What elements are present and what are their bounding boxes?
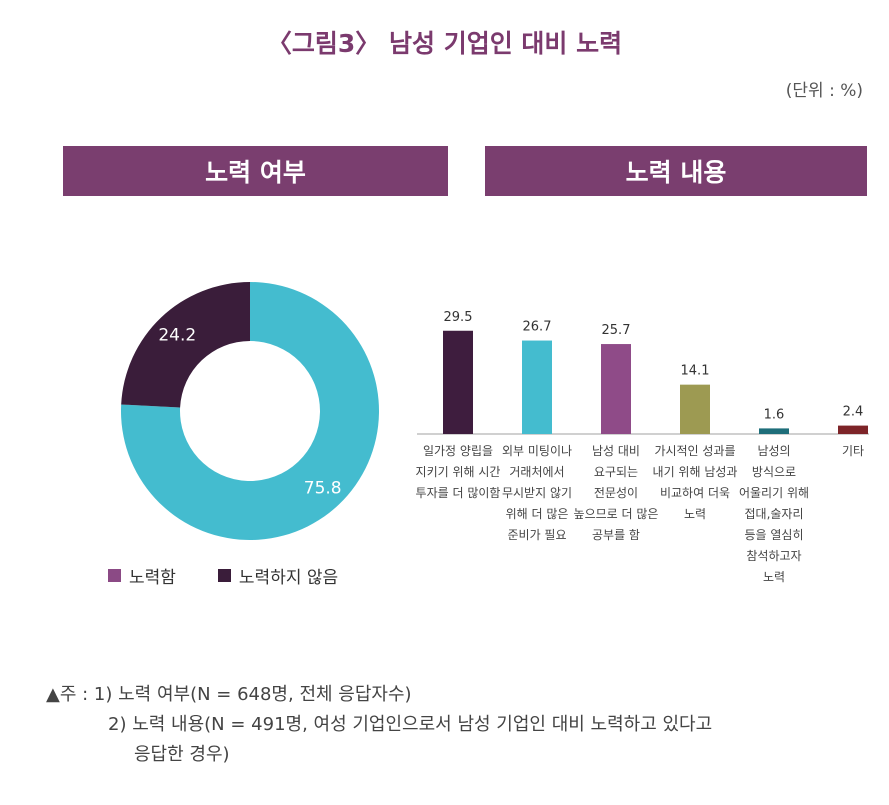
bar-value-5: 2.4 bbox=[843, 405, 864, 420]
legend-label-yes: 노력함 bbox=[129, 568, 176, 588]
chart-title: 〈그림3〉 남성 기업인 대비 노력 bbox=[266, 29, 623, 58]
legend-item-yes: 노력함 bbox=[108, 563, 176, 588]
bar-value-0: 29.5 bbox=[444, 310, 473, 325]
panel-header-effort-status: 노력 여부 bbox=[63, 146, 448, 196]
bar-value-3: 14.1 bbox=[681, 364, 710, 379]
unit-label: (단위 : %) bbox=[785, 81, 863, 101]
bar-category-1: 외부 미팅이나 거래처에서 무시받지 않기 위해 더 많은 준비가 필요 bbox=[501, 444, 573, 542]
bar-category-4: 남성의 방식으로 어울리기 위해 접대,술자리 등을 열심히 참석하고자 노력 bbox=[738, 444, 810, 584]
footnotes: ▲주 : 1) 노력 여부(N = 648명, 전체 응답자수) 2) 노력 내… bbox=[46, 680, 712, 770]
donut-chart: 75.8 24.2 bbox=[121, 282, 379, 541]
bar-0 bbox=[443, 330, 473, 434]
bar-value-4: 1.6 bbox=[764, 407, 785, 422]
footnote-line-3: 응답한 경우) bbox=[134, 744, 230, 765]
donut-label-1: 24.2 bbox=[158, 326, 196, 346]
bar-category-5: 기타 bbox=[841, 444, 865, 458]
bar-1 bbox=[522, 340, 552, 434]
bar-category-2: 남성 대비 요구되는 전문성이 높으므로 더 많은 공부를 함 bbox=[573, 444, 659, 542]
bar-value-2: 25.7 bbox=[602, 323, 631, 338]
legend-label-no: 노력하지 않음 bbox=[238, 568, 339, 588]
bar-chart: 29.5 26.7 25.7 14.1 1.6 2.4 bbox=[417, 310, 869, 435]
donut-slice-0 bbox=[121, 282, 379, 541]
bar-5 bbox=[838, 425, 868, 434]
panel-header-effort-content: 노력 내용 bbox=[485, 146, 867, 196]
donut-slice-1 bbox=[121, 282, 250, 408]
legend-swatch-no bbox=[217, 569, 231, 582]
bar-category-3: 가시적인 성과를 내기 위해 남성과 비교하여 더욱 노력 bbox=[652, 444, 738, 521]
legend-item-no: 노력하지 않음 bbox=[217, 563, 339, 588]
donut-label-0: 75.8 bbox=[304, 478, 342, 498]
bar-4 bbox=[759, 428, 789, 434]
legend-swatch-yes bbox=[108, 569, 121, 582]
footnote-line-2: 2) 노력 내용(N = 491명, 여성 기업인으로서 남성 기업인 대비 노… bbox=[108, 714, 713, 735]
donut-legend: 노력함 노력하지 않음 bbox=[108, 563, 380, 588]
bar-value-1: 26.7 bbox=[523, 320, 552, 335]
footnote-line-1: ▲주 : 1) 노력 여부(N = 648명, 전체 응답자수) bbox=[46, 684, 412, 705]
bar-2 bbox=[601, 344, 631, 434]
bar-category-0: 일가정 양립을 지키기 위해 시간 투자를 더 많이함 bbox=[415, 444, 501, 500]
bar-3 bbox=[680, 384, 710, 434]
